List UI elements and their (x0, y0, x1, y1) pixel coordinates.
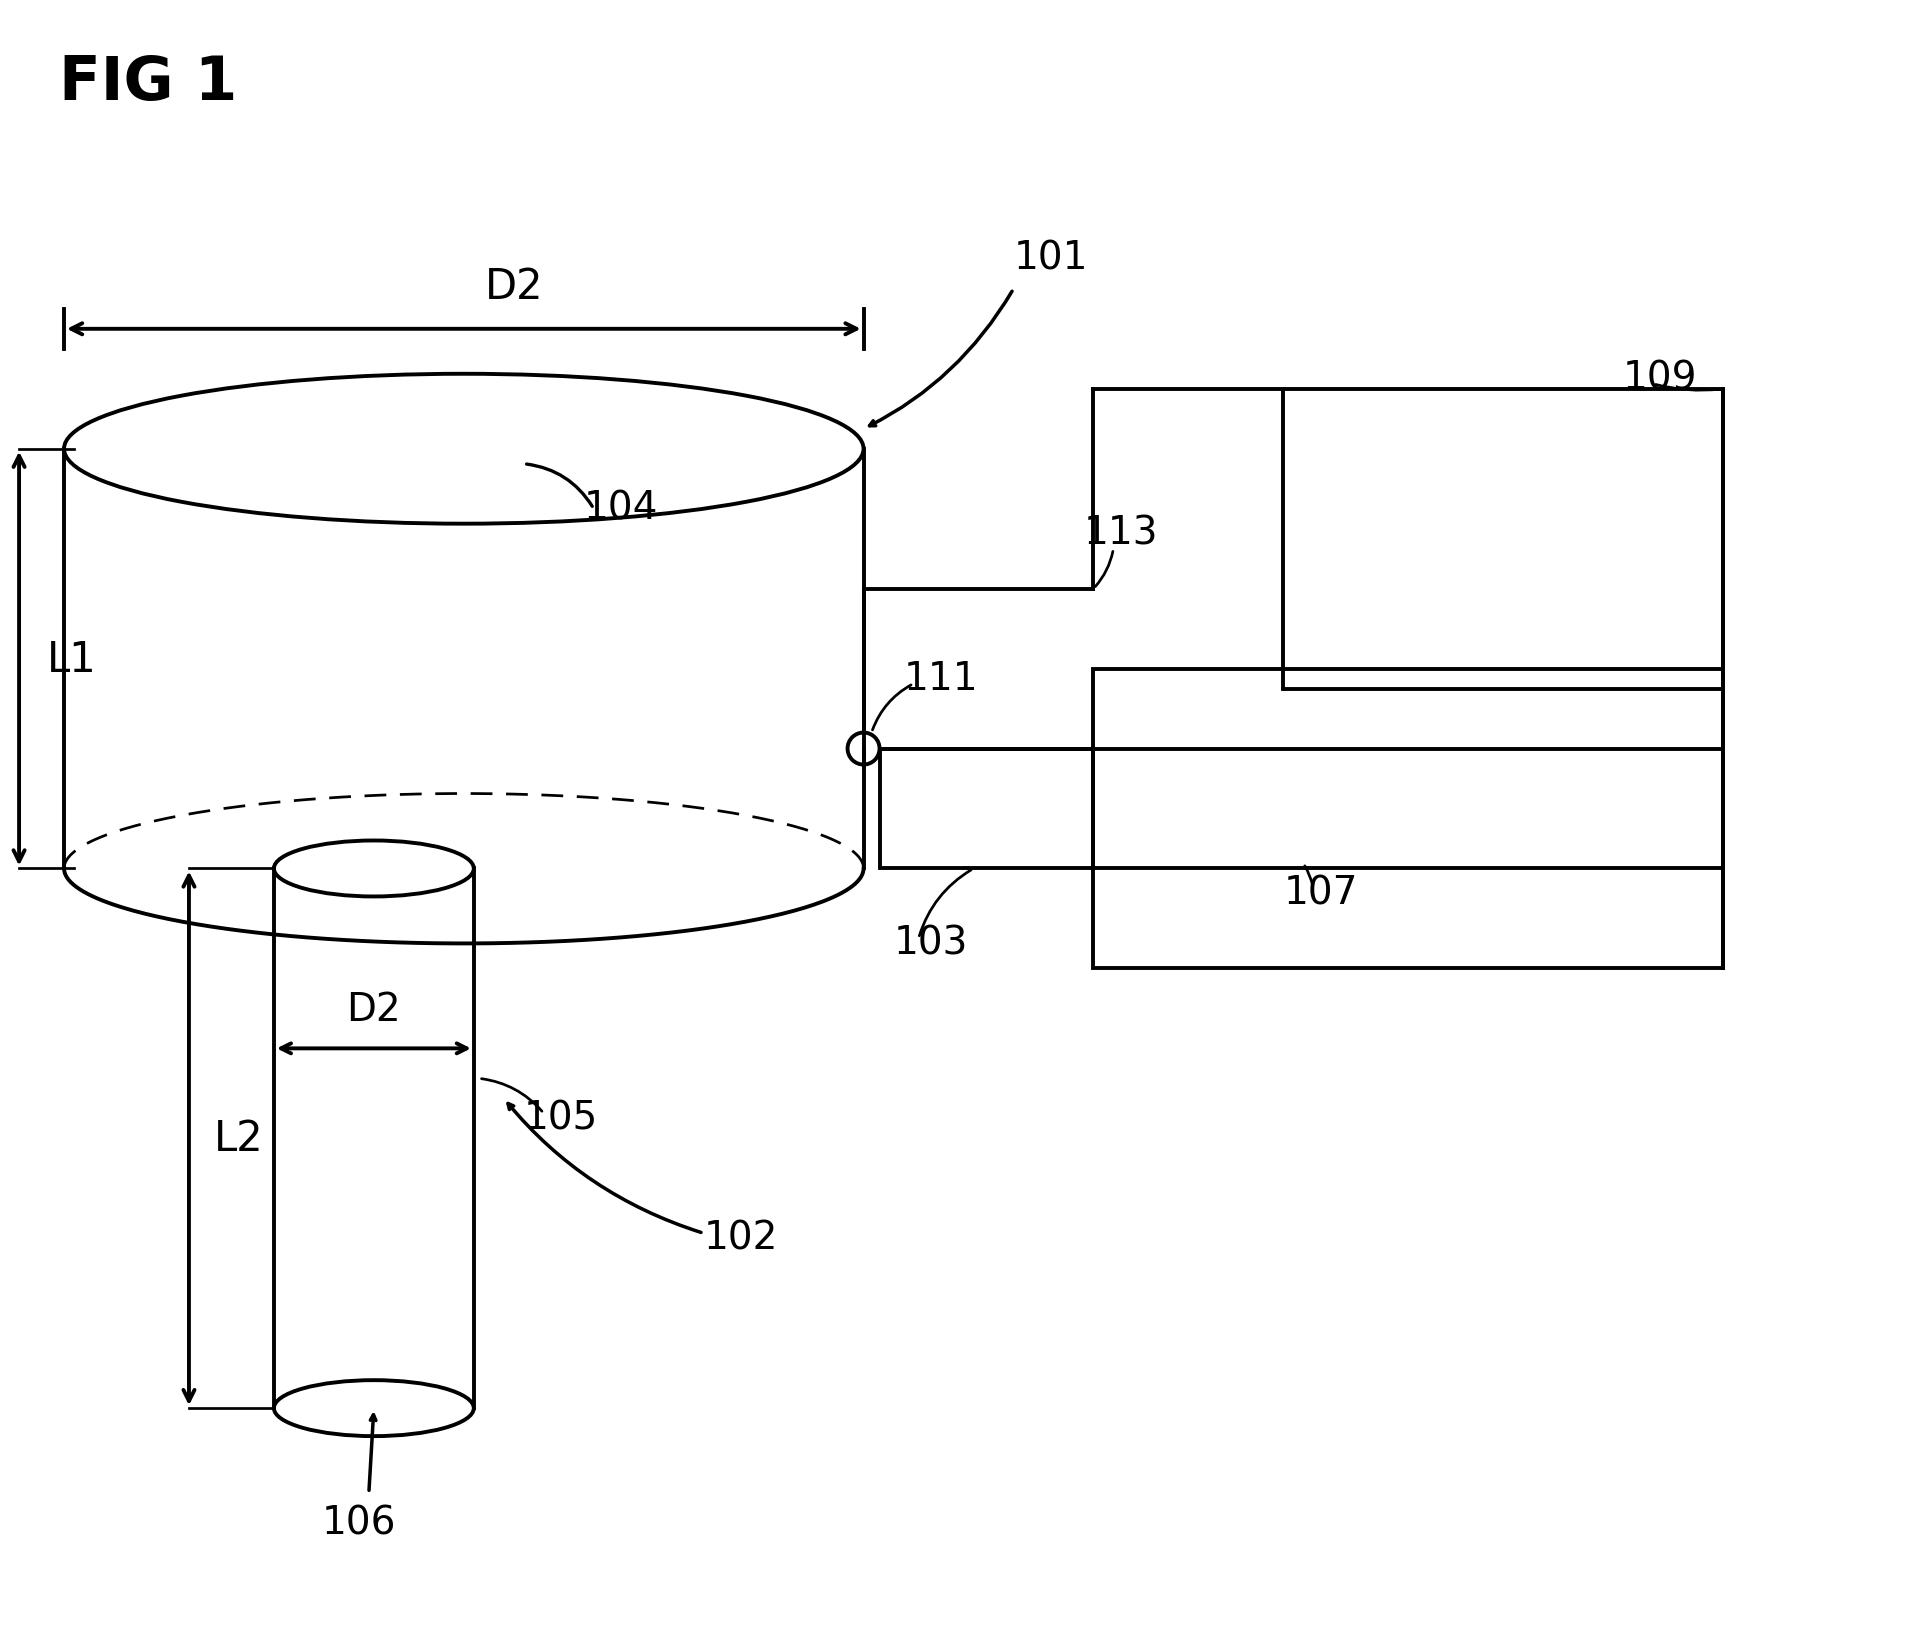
Text: L1: L1 (48, 638, 97, 681)
Text: 105: 105 (524, 1099, 599, 1137)
Text: 111: 111 (904, 659, 978, 697)
Text: D2: D2 (484, 265, 543, 308)
Text: 109: 109 (1623, 359, 1697, 397)
Text: FIG 1: FIG 1 (59, 54, 236, 112)
Text: 101: 101 (1013, 239, 1089, 277)
Bar (1283, 389, 1724, 689)
Text: 102: 102 (704, 1218, 778, 1256)
Bar (1093, 669, 1724, 969)
Bar (879, 750, 1093, 868)
Text: L2: L2 (214, 1117, 263, 1160)
Text: D2: D2 (347, 990, 400, 1028)
Text: 104: 104 (584, 489, 658, 527)
Text: 113: 113 (1083, 514, 1158, 552)
Text: 106: 106 (322, 1503, 397, 1541)
Text: 103: 103 (894, 925, 969, 962)
Text: 107: 107 (1283, 873, 1358, 911)
